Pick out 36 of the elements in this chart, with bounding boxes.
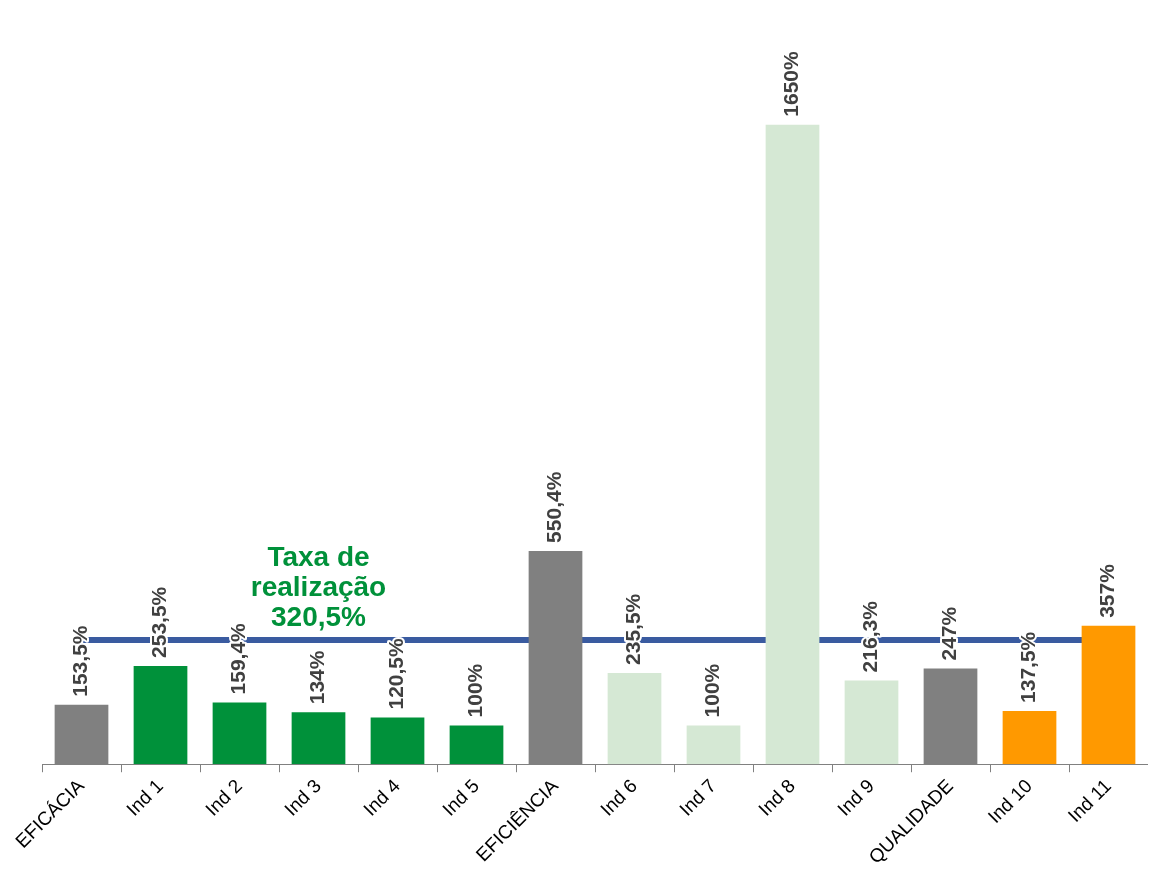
data-label: 247% bbox=[937, 606, 961, 661]
x-tick-label: Ind 1 bbox=[122, 774, 168, 820]
bar bbox=[765, 124, 820, 765]
bar bbox=[1081, 625, 1136, 765]
bar bbox=[212, 702, 267, 765]
x-tick-label: Ind 4 bbox=[359, 774, 405, 820]
data-label: 357% bbox=[1095, 563, 1119, 618]
bar bbox=[607, 672, 662, 765]
data-label: 216,3% bbox=[858, 600, 882, 673]
data-label: 134% bbox=[305, 650, 329, 705]
data-label: 100% bbox=[463, 663, 487, 718]
x-tick-label: Ind 3 bbox=[280, 774, 326, 820]
bar bbox=[686, 725, 741, 765]
x-tick-label: Ind 7 bbox=[675, 774, 721, 820]
x-tick-label: Ind 6 bbox=[596, 774, 642, 820]
bar bbox=[449, 725, 504, 765]
x-tick-label: Ind 2 bbox=[201, 774, 247, 820]
data-label: 1650% bbox=[779, 51, 803, 117]
bar bbox=[844, 680, 899, 765]
bar bbox=[291, 712, 346, 765]
bar bbox=[1002, 710, 1057, 765]
ref-line-label: Taxa de realização 320,5% bbox=[250, 540, 387, 632]
data-label: 153,5% bbox=[68, 625, 92, 697]
data-label: 253,5% bbox=[147, 586, 171, 658]
x-tick-label: Ind 10 bbox=[983, 774, 1037, 828]
data-label: 100% bbox=[700, 663, 724, 718]
data-label: 137,5% bbox=[1016, 631, 1040, 703]
data-label: 550,4% bbox=[542, 471, 566, 543]
data-label: 235,5% bbox=[621, 593, 645, 665]
bar bbox=[370, 717, 425, 765]
x-tick-label: Ind 5 bbox=[438, 774, 484, 820]
x-tick-label: Ind 11 bbox=[1063, 774, 1116, 827]
data-label: 120,5% bbox=[384, 637, 408, 710]
data-label: 159,4% bbox=[226, 622, 250, 695]
bar bbox=[133, 665, 188, 765]
x-tick-label: Ind 8 bbox=[754, 774, 800, 820]
